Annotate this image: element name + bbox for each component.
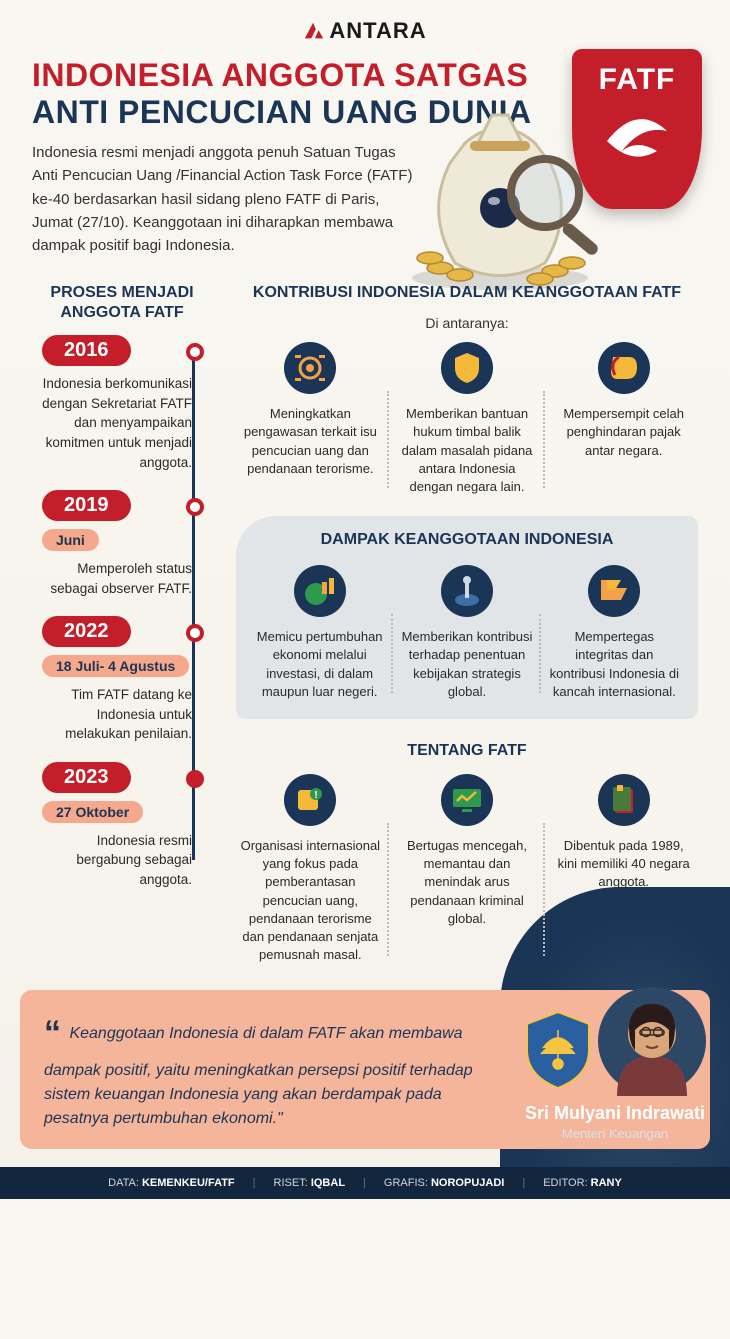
- impact-panel: DAMPAK KEANGGOTAAN INDONESIA Memicu pert…: [236, 516, 698, 719]
- footer-grafis: GRAFIS: NOROPUJADI: [384, 1177, 504, 1189]
- impact-text: Memberikan kontribusi terhadap penentuan…: [401, 628, 532, 701]
- timeline-dot-icon: [186, 624, 204, 642]
- footer-credits: DATA: KEMENKEU/FATF | RISET: IQBAL | GRA…: [0, 1167, 730, 1199]
- monitor-icon: [441, 774, 493, 826]
- timeline: 2016 Indonesia berkomunikasi dengan Sekr…: [32, 335, 212, 889]
- impact-heading: DAMPAK KEANGGOTAAN INDONESIA: [250, 530, 684, 550]
- impact-text: Memicu pertumbuhan ekonomi melalui inves…: [254, 628, 385, 701]
- timeline-sub: Juni: [42, 529, 99, 551]
- timeline-dot-icon: [186, 343, 204, 361]
- person-card: Sri Mulyani Indrawati Menteri Keuangan: [520, 986, 710, 1142]
- radar-icon: [284, 342, 336, 394]
- portrait-icon: [597, 986, 707, 1096]
- gap-icon: [598, 342, 650, 394]
- policy-icon: [441, 565, 493, 617]
- timeline-column: PROSES MENJADI ANGGOTA FATF 2016 Indones…: [32, 283, 212, 964]
- about-heading: TENTANG FATF: [236, 741, 698, 761]
- footer-data: DATA: KEMENKEU/FATF: [108, 1177, 235, 1189]
- impact-item: Memicu pertumbuhan ekonomi melalui inves…: [250, 564, 389, 701]
- about-text: Organisasi internasional yang fokus pada…: [240, 837, 381, 964]
- fatf-badge-text: FATF: [599, 63, 676, 97]
- about-item: Bertugas mencegah, memantau dan menindak…: [393, 773, 542, 964]
- fatf-swoosh-icon: [602, 111, 672, 171]
- timeline-text: Indonesia resmi bergabung sebagai anggot…: [42, 831, 192, 890]
- person-name: Sri Mulyani Indrawati: [520, 1103, 710, 1125]
- money-bag-icon: [400, 93, 600, 293]
- quote-text: Keanggotaan Indonesia di dalam FATF akan…: [44, 1025, 473, 1127]
- contrib-sub: Di antaranya:: [236, 315, 698, 331]
- timeline-dot-icon: [186, 498, 204, 516]
- contrib-heading: KONTRIBUSI INDONESIA DALAM KEANGGOTAAN F…: [236, 283, 698, 303]
- timeline-heading: PROSES MENJADI ANGGOTA FATF: [32, 283, 212, 323]
- shield-law-icon: [441, 342, 493, 394]
- impact-grid: Memicu pertumbuhan ekonomi melalui inves…: [250, 564, 684, 701]
- footer-editor: EDITOR: RANY: [543, 1177, 622, 1189]
- timeline-item: 2022 18 Juli- 4 Agustus Tim FATF datang …: [42, 616, 212, 744]
- timeline-year: 2023: [42, 762, 131, 793]
- timeline-year: 2016: [42, 335, 131, 366]
- main-content: PROSES MENJADI ANGGOTA FATF 2016 Indones…: [0, 267, 730, 964]
- timeline-year: 2019: [42, 490, 131, 521]
- timeline-text: Memperoleh status sebagai observer FATF.: [42, 559, 192, 598]
- contrib-text: Meningkatkan pengawasan terkait isu penc…: [240, 405, 381, 478]
- history-icon: [598, 774, 650, 826]
- contrib-grid: Meningkatkan pengawasan terkait isu penc…: [236, 341, 698, 496]
- footer-separator: |: [522, 1177, 525, 1189]
- about-text: Bertugas mencegah, memantau dan menindak…: [397, 837, 538, 928]
- timeline-text: Tim FATF datang ke Indonesia untuk melak…: [42, 685, 192, 744]
- impact-text: Mempertegas integritas dan kontribusi In…: [549, 628, 680, 701]
- intro-paragraph: Indonesia resmi menjadi anggota penuh Sa…: [32, 141, 422, 257]
- right-column: KONTRIBUSI INDONESIA DALAM KEANGGOTAAN F…: [236, 283, 698, 964]
- footer-separator: |: [363, 1177, 366, 1189]
- infographic-root: ANTARA INDONESIA ANGGOTA SATGAS ANTI PEN…: [0, 0, 730, 1199]
- timeline-dot-icon: [186, 770, 204, 788]
- brand-mark-icon: [303, 20, 325, 42]
- ministry-shield-icon: [523, 1010, 593, 1090]
- about-section: TENTANG FATF ! Organisasi internasional …: [236, 741, 698, 964]
- timeline-text: Indonesia berkomunikasi dengan Sekretari…: [42, 374, 192, 472]
- contrib-item: Meningkatkan pengawasan terkait isu penc…: [236, 341, 385, 496]
- brand-logo: ANTARA: [303, 18, 426, 44]
- contrib-text: Mempersempit celah penghindaran pajak an…: [553, 405, 694, 460]
- contrib-item: Mempersempit celah penghindaran pajak an…: [549, 341, 698, 496]
- timeline-item: 2023 27 Oktober Indonesia resmi bergabun…: [42, 762, 212, 890]
- about-item: Dibentuk pada 1989, kini memiliki 40 neg…: [549, 773, 698, 964]
- growth-icon: [294, 565, 346, 617]
- timeline-item: 2016 Indonesia berkomunikasi dengan Sekr…: [42, 335, 212, 472]
- about-text: Dibentuk pada 1989, kini memiliki 40 neg…: [553, 837, 694, 892]
- brand-name: ANTARA: [329, 18, 426, 44]
- contrib-item: Memberikan bantuan hukum timbal balik da…: [393, 341, 542, 496]
- impact-item: Memberikan kontribusi terhadap penentuan…: [397, 564, 536, 701]
- impact-item: Mempertegas integritas dan kontribusi In…: [545, 564, 684, 701]
- timeline-sub: 27 Oktober: [42, 801, 143, 823]
- quote-mark-icon: “: [44, 1014, 61, 1052]
- about-item: ! Organisasi internasional yang fokus pa…: [236, 773, 385, 964]
- timeline-sub: 18 Juli- 4 Agustus: [42, 655, 189, 677]
- contrib-text: Memberikan bantuan hukum timbal balik da…: [397, 405, 538, 496]
- about-grid: ! Organisasi internasional yang fokus pa…: [236, 773, 698, 964]
- svg-text:!: !: [315, 790, 318, 801]
- timeline-year: 2022: [42, 616, 131, 647]
- timeline-item: 2019 Juni Memperoleh status sebagai obse…: [42, 490, 212, 598]
- focus-icon: !: [284, 774, 336, 826]
- footer-riset: RISET: IQBAL: [274, 1177, 346, 1189]
- person-role: Menteri Keuangan: [520, 1126, 710, 1141]
- flag-icon: [588, 565, 640, 617]
- footer-separator: |: [253, 1177, 256, 1189]
- hero: INDONESIA ANGGOTA SATGAS ANTI PENCUCIAN …: [0, 57, 730, 267]
